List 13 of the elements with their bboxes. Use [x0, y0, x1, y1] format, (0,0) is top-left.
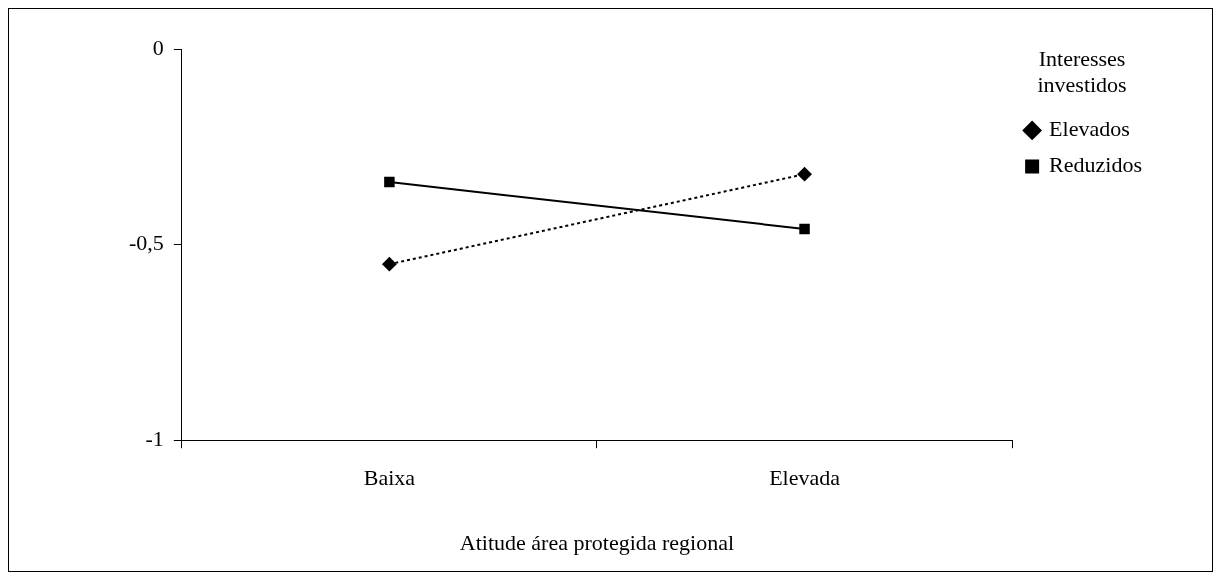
- point: [382, 257, 397, 272]
- point: [799, 223, 810, 235]
- legend-title: Interesses investidos: [1037, 45, 1127, 98]
- x-axis-title: Atitude área protegida regional: [459, 529, 735, 555]
- point: [797, 167, 812, 182]
- y-tick-label: -0,5: [129, 230, 164, 256]
- y-tick-label: -1: [145, 425, 164, 451]
- x-tick-label: Elevada: [769, 465, 841, 491]
- legend-label: Reduzidos: [1049, 152, 1143, 178]
- point: [384, 176, 395, 188]
- legend-label: Elevados: [1049, 116, 1130, 142]
- x-tick-label: Baixa: [363, 465, 416, 491]
- y-tick-label: 0: [152, 34, 164, 60]
